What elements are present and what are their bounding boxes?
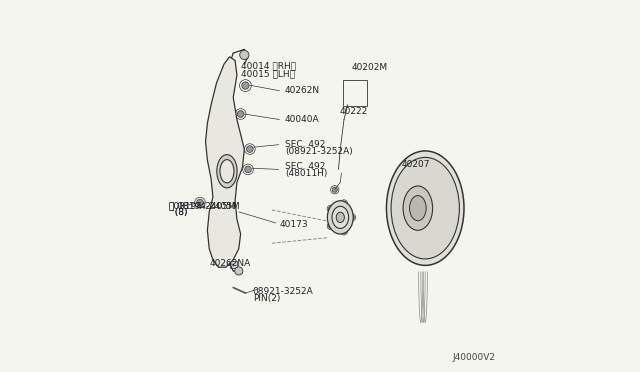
Text: 40262NA: 40262NA xyxy=(209,259,250,268)
Text: SEC. 492: SEC. 492 xyxy=(285,162,325,171)
Circle shape xyxy=(332,187,337,192)
Text: 40222: 40222 xyxy=(340,107,368,116)
Ellipse shape xyxy=(403,186,433,230)
Ellipse shape xyxy=(387,151,464,265)
Ellipse shape xyxy=(235,267,243,275)
Text: (8): (8) xyxy=(168,208,187,218)
Circle shape xyxy=(406,194,410,198)
Circle shape xyxy=(431,227,438,234)
Circle shape xyxy=(242,82,249,89)
Circle shape xyxy=(449,197,454,202)
Bar xyxy=(230,261,237,267)
Circle shape xyxy=(405,235,413,242)
Circle shape xyxy=(413,232,417,237)
Text: Ⓑ 08194-2405M: Ⓑ 08194-2405M xyxy=(168,202,239,211)
Text: 40207: 40207 xyxy=(402,160,431,169)
Ellipse shape xyxy=(217,155,237,188)
Ellipse shape xyxy=(328,201,353,234)
Circle shape xyxy=(328,206,333,211)
Ellipse shape xyxy=(410,196,426,221)
Circle shape xyxy=(218,198,224,204)
Text: (08921-3252A): (08921-3252A) xyxy=(285,147,353,156)
Text: 40014 〈RH〉: 40014 〈RH〉 xyxy=(241,61,296,71)
Ellipse shape xyxy=(336,212,344,222)
Ellipse shape xyxy=(391,157,460,259)
Text: 08194-2405M: 08194-2405M xyxy=(168,202,236,211)
Circle shape xyxy=(227,194,232,200)
Circle shape xyxy=(410,172,417,179)
Text: 08921-3252A: 08921-3252A xyxy=(253,288,314,296)
Text: 40015 〈LH〉: 40015 〈LH〉 xyxy=(241,70,294,78)
Circle shape xyxy=(228,146,234,152)
Text: 40262N: 40262N xyxy=(285,86,320,95)
Circle shape xyxy=(196,199,204,206)
Circle shape xyxy=(342,201,346,206)
Circle shape xyxy=(342,229,346,234)
Text: (48011H): (48011H) xyxy=(285,169,327,177)
Ellipse shape xyxy=(240,50,249,60)
Circle shape xyxy=(392,201,399,208)
Ellipse shape xyxy=(220,160,234,183)
Circle shape xyxy=(429,171,433,176)
Text: SEC. 492: SEC. 492 xyxy=(285,140,325,149)
Text: 40202M: 40202M xyxy=(351,63,387,72)
Circle shape xyxy=(244,166,252,173)
Circle shape xyxy=(433,188,441,195)
Text: 40173: 40173 xyxy=(280,220,308,229)
Text: 40040A: 40040A xyxy=(285,115,319,124)
Ellipse shape xyxy=(332,206,349,228)
Text: (8): (8) xyxy=(168,208,187,218)
Text: J40000V2: J40000V2 xyxy=(452,353,495,362)
Circle shape xyxy=(440,235,444,239)
Text: PIN(2): PIN(2) xyxy=(253,294,280,303)
Circle shape xyxy=(246,146,253,153)
Circle shape xyxy=(328,224,333,228)
Circle shape xyxy=(237,111,244,117)
Polygon shape xyxy=(205,57,244,267)
Circle shape xyxy=(221,139,227,145)
Circle shape xyxy=(350,215,355,219)
